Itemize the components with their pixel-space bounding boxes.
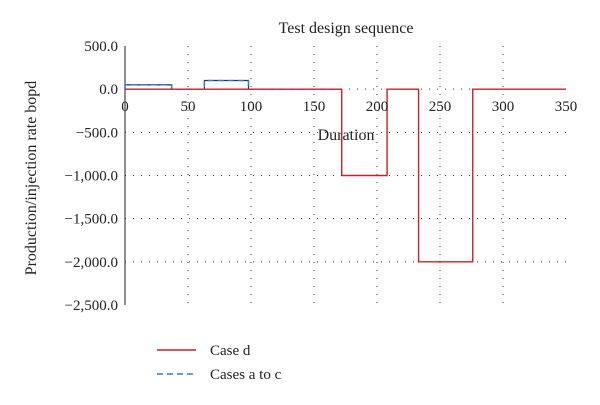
x-tick-label: 100 [240, 99, 263, 115]
legend-label-case-d: Case d [210, 343, 251, 359]
y-tick-label: −1,000.0 [65, 169, 118, 185]
y-tick-label: −500.0 [76, 125, 118, 141]
x-tick-label: 0 [121, 99, 129, 115]
y-axis-label: Production/injection rate bopd [23, 81, 40, 276]
y-tick-label: −2,000.0 [65, 255, 118, 271]
x-tick-label: 350 [555, 99, 578, 115]
y-tick-labels: 500.0 0.0 −500.0 −1,000.0 −1,500.0 −2,000.0 −2… [65, 39, 118, 314]
y-tick-label: 500.0 [84, 39, 118, 55]
x-tick-label: 150 [303, 99, 326, 115]
y-tick-label: −1,500.0 [65, 212, 118, 228]
y-tick-label: −2,500.0 [65, 298, 118, 314]
legend-label-cases-a-to-c: Cases a to c [210, 367, 282, 383]
y-tick-label: 0.0 [99, 82, 118, 98]
x-tick-label: 300 [492, 99, 515, 115]
chart-title: Test design sequence [279, 20, 414, 37]
x-tick-label: 50 [181, 99, 196, 115]
data-series [124, 79, 566, 263]
x-tick-label: 250 [429, 99, 452, 115]
series-line-case-d [125, 88, 566, 263]
legend: Case d Cases a to c [157, 343, 282, 383]
series-block-outline [203, 79, 250, 90]
x-axis-label: Duration [318, 127, 375, 144]
x-tick-labels: 0 50 100 150 200 250 300 350 [121, 99, 577, 115]
x-tick-label: 200 [366, 99, 389, 115]
